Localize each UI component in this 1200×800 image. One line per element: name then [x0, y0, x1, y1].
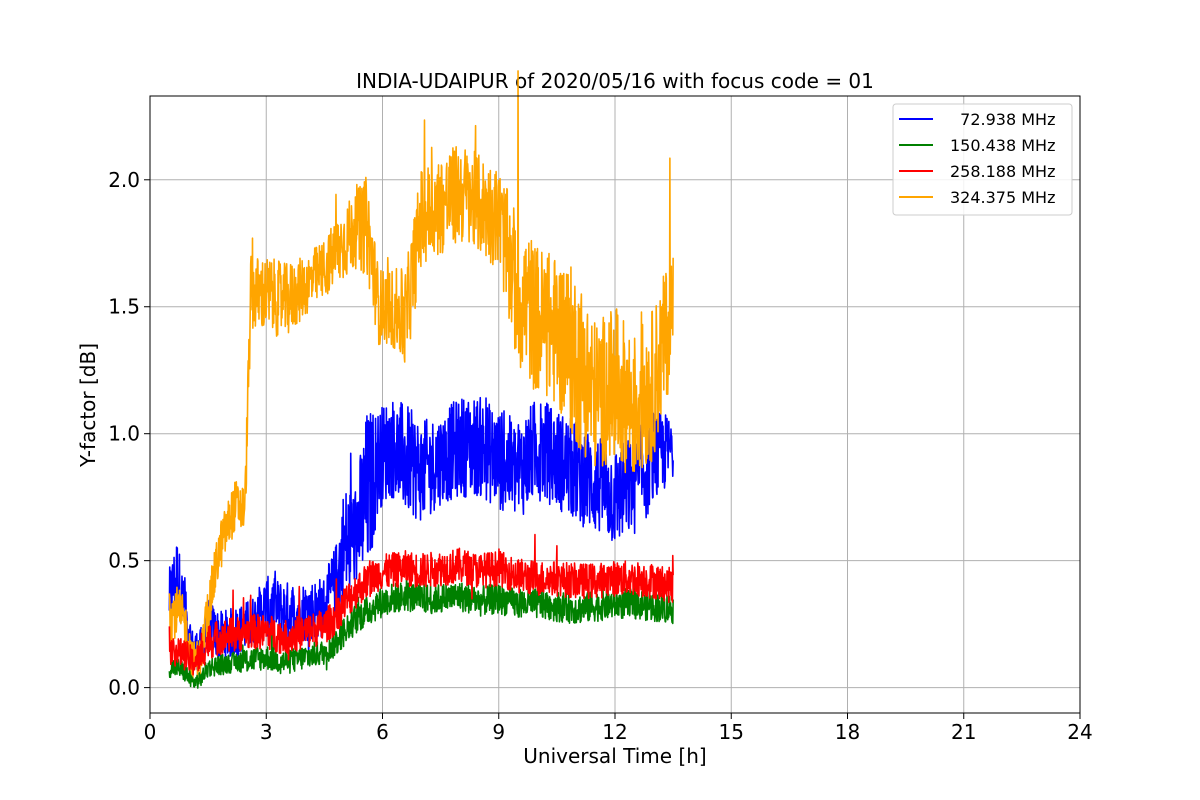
x-axis-label: Universal Time [h]: [523, 744, 706, 768]
x-tick-label: 12: [602, 720, 627, 744]
x-tick-label: 18: [835, 720, 860, 744]
x-tick-label: 6: [376, 720, 389, 744]
legend-entry-label: 324.375 MHz: [950, 188, 1055, 207]
x-tick-label: 9: [492, 720, 505, 744]
legend-entry-label: 72.938 MHz: [950, 110, 1055, 129]
series-line: [168, 533, 674, 676]
legend-entry-label: 150.438 MHz: [950, 136, 1055, 155]
x-tick-label: 0: [144, 720, 157, 744]
x-tick-label: 24: [1067, 720, 1092, 744]
axis-ticks: 0 3 6 9 12 15 18 21 24 0.0 0.5 1.0 1.5 2.0: [108, 168, 1093, 744]
chart-title: INDIA-UDAIPUR of 2020/05/16 with focus c…: [356, 69, 874, 93]
y-tick-label: 0.5: [108, 549, 140, 573]
x-tick-label: 15: [719, 720, 744, 744]
legend-box: [892, 103, 1073, 216]
legend: 72.938 MHz 150.438 MHz 258.188 MHz 324.375 …: [892, 103, 1073, 216]
series-group: [168, 70, 674, 689]
series-line: [168, 577, 674, 689]
y-tick-label: 2.0: [108, 168, 140, 192]
legend-entry-label: 258.188 MHz: [950, 162, 1055, 181]
x-tick-label: 21: [951, 720, 976, 744]
y-tick-label: 1.0: [108, 422, 140, 446]
x-tick-label: 3: [260, 720, 273, 744]
y-axis-label: Y-factor [dB]: [76, 343, 100, 468]
series-line: [168, 70, 674, 683]
y-tick-label: 1.5: [108, 295, 140, 319]
y-tick-label: 0.0: [108, 676, 140, 700]
